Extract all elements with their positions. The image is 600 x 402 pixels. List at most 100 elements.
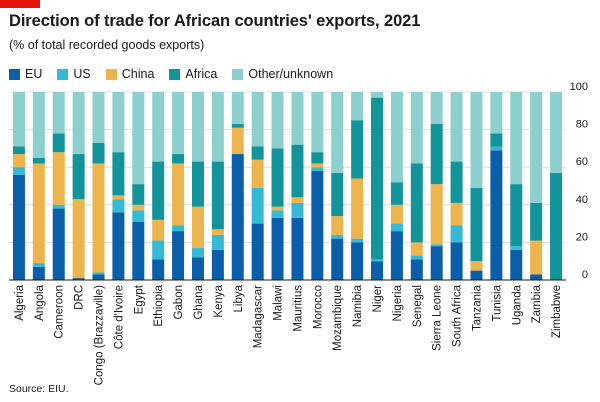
bar-algeria-other-unknown [12,92,25,147]
bar-libya-africa [231,123,244,128]
x-tick-label-uganda: Uganda [511,284,523,325]
bar-malawi-china [271,206,284,211]
bar-south-africa-us [450,225,463,243]
bar-ghana-africa [191,161,204,207]
bar-ethiopia-china [152,219,165,241]
bar-angola-africa [32,157,45,164]
bar-nigeria-africa [390,182,403,205]
bar-egypt-china [132,204,145,211]
bar-cameroon-other-unknown [52,92,65,134]
x-tick-label-ethiopia: Ethiopia [153,284,165,326]
bar-egypt-africa [132,184,145,205]
bar-congo-brazzaville-china [92,163,105,273]
bar-nigeria-other-unknown [390,92,403,183]
bar-ghana-us [191,248,204,258]
bar-mozambique-other-unknown [331,92,344,173]
y-tick-label-80: 80 [576,119,588,131]
bar-algeria-us [12,167,25,175]
bar-mozambique-us [331,234,344,239]
bar-drc-eu [72,278,85,280]
bar-algeria-africa [12,146,25,155]
x-tick-label-madagascar: Madagascar [253,285,265,348]
x-tick-label-sierra-leone: Sierra Leone [432,285,444,351]
bar-malawi-eu [271,217,284,280]
x-tick-label-egypt: Egypt [133,284,145,314]
x-tick-label-nigeria: Nigeria [392,284,404,321]
bar-senegal-china [410,242,423,256]
x-tick-label-mauritius: Mauritius [292,285,304,332]
bar-senegal-us [410,255,423,260]
legend-item-china: China [105,67,155,81]
legend-label-africa: Africa [185,67,218,81]
bar-south-africa-china [450,202,463,226]
bar-egypt-other-unknown [132,92,145,185]
legend-item-other: Other/unknown [232,67,333,81]
x-tick-label-kenya: Kenya [213,284,225,317]
x-tick-label-zambia: Zambia [531,284,543,323]
bar-cameroon-eu [52,208,65,280]
x-tick-label-algeria: Algeria [14,284,26,320]
bar-uganda-africa [510,184,523,247]
bar-gabon-africa [172,154,185,164]
y-tick-label-60: 60 [576,156,588,168]
bar-namibia-other-unknown [351,92,364,121]
bar-angola-china [32,163,45,264]
bar-zimbabwe-africa [550,172,563,280]
bar-mauritius-eu [291,217,304,280]
bar-mozambique-africa [331,172,344,217]
bar-mauritius-china [291,197,304,203]
x-tick-label-tunisia: Tunisia [491,284,503,321]
bar-madagascar-africa [251,146,264,160]
bar-ghana-china [191,206,204,249]
bar-ghana-other-unknown [191,92,204,162]
bar-mauritius-other-unknown [291,92,304,145]
bar-c-te-d-ivoire-china [112,195,125,200]
bar-libya-other-unknown [231,92,244,124]
bar-mozambique-eu [331,238,344,280]
bar-sierra-leone-us [430,244,443,247]
x-tick-label-cameroon: Cameroon [54,285,66,339]
x-tick-label-morocco: Morocco [312,285,324,329]
bar-morocco-other-unknown [311,92,324,153]
legend-label-china: China [121,67,155,81]
bar-senegal-africa [410,163,423,243]
bar-ethiopia-africa [152,161,165,220]
x-tick-label-senegal: Senegal [412,285,424,327]
bar-kenya-other-unknown [211,92,224,162]
bar-congo-brazzaville-other-unknown [92,92,105,143]
y-tick-label-0: 0 [582,269,588,281]
bar-niger-us [371,259,384,262]
bar-namibia-us [351,238,364,243]
bar-gabon-other-unknown [172,92,185,155]
x-tick-label-angola: Angola [34,284,46,320]
bar-malawi-us [271,210,284,218]
legend-label-us: US [73,67,91,81]
legend-item-us: US [57,67,91,81]
bar-kenya-africa [211,161,224,230]
bar-niger-africa [371,97,384,260]
x-tick-label-tanzania: Tanzania [471,284,483,331]
chart-title: Direction of trade for African countries… [9,12,421,30]
bar-sierra-leone-africa [430,123,443,185]
bar-madagascar-china [251,159,264,188]
bar-nigeria-china [390,204,403,224]
bar-algeria-china [12,154,25,168]
bar-morocco-us [311,167,324,171]
bar-drc-africa [72,154,85,200]
bar-tunisia-africa [490,133,503,147]
bar-gabon-china [172,163,185,226]
bar-tanzania-africa [470,187,483,262]
bar-angola-other-unknown [32,92,45,158]
x-tick-label-ghana: Ghana [193,284,205,319]
bar-ethiopia-other-unknown [152,92,165,162]
bar-malawi-africa [271,148,284,207]
bar-drc-other-unknown [72,92,85,155]
bar-namibia-china [351,178,364,239]
bar-congo-brazzaville-us [92,272,105,275]
y-tick-label-40: 40 [576,194,588,206]
bar-uganda-other-unknown [510,92,523,185]
legend-swatch-china [105,68,117,80]
bar-south-africa-eu [450,242,463,280]
bar-nigeria-us [390,223,403,232]
bar-zambia-china [530,240,543,275]
